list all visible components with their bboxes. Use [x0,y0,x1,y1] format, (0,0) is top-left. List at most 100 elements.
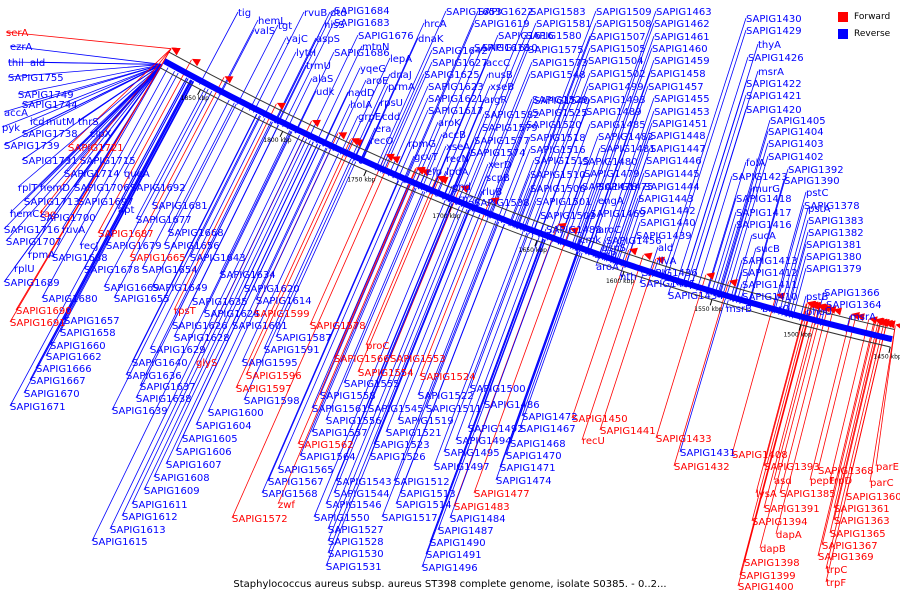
gene-label: dnaK [418,34,444,45]
leader-line [520,47,591,231]
leader-line [395,223,505,505]
ruler-tick [534,240,538,247]
leader-line [113,94,221,299]
gene-label: SAPIG1488 [546,225,602,236]
gene-label: SAPIG1565 [278,465,334,476]
leader-line [343,191,426,384]
gene-label: SAPIG1553 [390,354,446,365]
gene-label: SAPIG1619 [474,19,530,30]
gene-label: SAPIG1554 [358,368,414,379]
gene-label: SAPIG1668 [168,228,224,239]
gene-label: SAPIG1416 [736,220,792,231]
gene-label: accA [4,108,28,119]
leader-line [685,94,747,288]
gene-label: SAPIG1550 [314,513,370,524]
leader-line [463,48,529,208]
leader-line [243,160,354,401]
gene-label: SAPIG1620 [244,284,300,295]
leader-line [788,255,807,318]
forward-feature-arrow [833,307,843,316]
gene-label: nusB [488,70,513,81]
leader-line [332,79,367,152]
leader-line [514,187,531,229]
leader-line [327,206,460,530]
gene-label: thyA [758,40,781,51]
leader-line [516,22,597,230]
gene-label: SAPIG1654 [142,265,198,276]
leader-line [262,51,297,118]
gene-label: SAPIG1413 [742,256,798,267]
gene-label: SAPIG1691 [10,318,66,329]
gene-label: SAPIG1587 [276,333,332,344]
leader-line [817,316,857,471]
leader-line [739,304,812,576]
ruler-tick [197,89,201,96]
leader-line [620,209,641,267]
gene-label: SAPIG1492 [468,424,524,435]
gene-label: SAPIG1474 [496,476,552,487]
gene-label: SAPIG1687 [98,229,154,240]
gene-label: SAPIG1617 [428,106,484,117]
gene-label: SAPIG1521 [386,428,442,439]
gene-label: SAPIG1574 [470,148,526,159]
backbone-arc [162,58,893,343]
leader-line [9,64,163,214]
gene-label: rluB [482,187,502,198]
gene-label: scpB [486,173,510,184]
leader-line [207,149,331,413]
gene-label: SAPIG1623 [428,82,484,93]
gene-label: SAPIG1393 [764,462,820,473]
forward-feature-arrow [490,197,500,205]
leader-line [751,304,810,522]
leader-line [277,9,335,125]
gene-label: SAPIG1511 [426,404,482,415]
gene-label: SAPIG1544 [334,489,390,500]
ruler-label: 1750 kbp [347,177,375,184]
leader-line [809,314,852,481]
gene-label: SAPIG1523 [374,440,430,451]
gene-label: SAPIG1361 [834,504,890,515]
leader-line [829,319,870,481]
gene-label: aroB [594,250,617,261]
gene-label: SAPIG1609 [144,486,200,497]
gene-label: SAPIG1394 [752,517,808,528]
gene-label: SAPIG1453 [654,107,710,118]
leader-line [538,110,587,238]
leader-line [529,72,591,234]
leader-line [763,303,808,467]
leader-line [471,61,533,212]
forward-feature-arrow [171,47,181,56]
gene-label: SAPIG1435 [640,279,696,290]
legend-reverse-label: Reverse [854,28,891,39]
gene-label: SAPIG1667 [30,376,86,387]
gene-label: SAPIG1482 [598,132,654,143]
leader-line [333,168,417,359]
leader-line [425,238,544,555]
gene-label: SAPIG1634 [220,270,276,281]
leader-line [295,90,317,134]
forward-feature-arrow [439,176,449,185]
legend-reverse: Reverse [838,25,898,42]
leader-line [869,325,896,483]
gene-label: msrB [726,304,752,315]
gene-label: SAPIG1613 [110,525,166,536]
leader-line [571,249,630,419]
leader-line [29,79,192,381]
gene-label: SAPIG1458 [650,69,706,80]
gene-label: SAPIG1444 [644,182,700,193]
gene-label: SAPIG1468 [510,439,566,450]
forward-feature-arrow [421,169,431,177]
gene-label: SAPIG1462 [654,19,710,30]
gene-label: SAPIG1505 [590,44,646,55]
gene-label: argR [484,95,507,106]
gene-label: SAPIG1656 [164,241,220,252]
leader-line [29,64,163,122]
leader-line [430,61,487,195]
gene-label: SAPIG1610 [482,43,538,54]
gene-label: SAPIG1627 [432,58,488,69]
leader-line [570,10,657,249]
gene-label: SAPIG1390 [784,176,840,187]
leader-line [781,219,809,316]
gene-label: SAPIG1471 [500,463,556,474]
leader-line [199,11,239,85]
